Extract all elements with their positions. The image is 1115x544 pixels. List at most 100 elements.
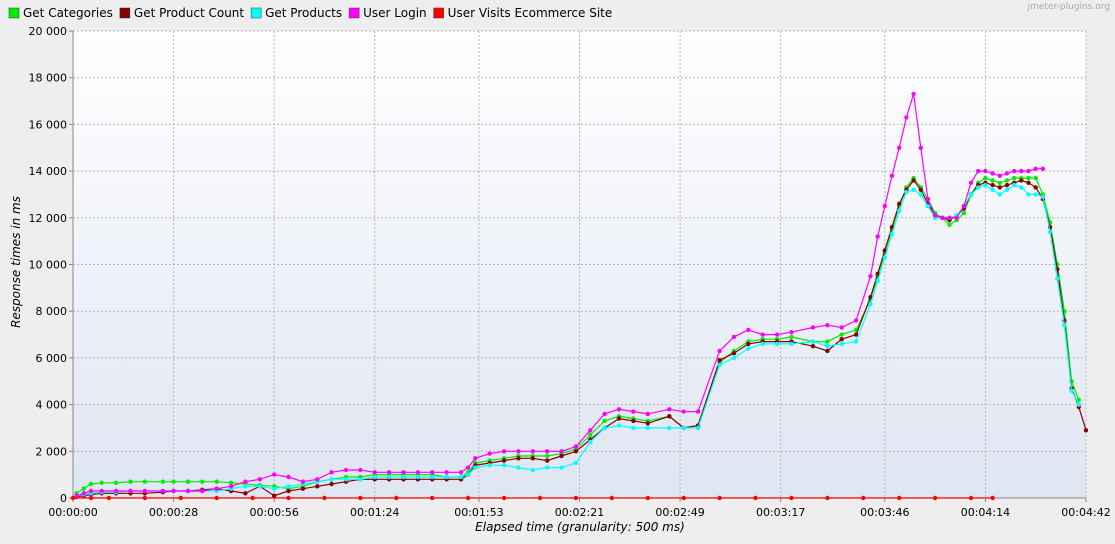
data-point — [961, 210, 967, 216]
data-point — [983, 168, 988, 174]
data-point — [631, 409, 636, 414]
y-tick-label: 10 000 — [29, 259, 68, 272]
data-point — [983, 182, 988, 188]
data-point — [810, 339, 816, 344]
data-point — [810, 325, 816, 330]
data-point — [1033, 166, 1038, 171]
legend: Get Categories Get Product Count Get Produ… — [8, 6, 613, 20]
data-point — [997, 192, 1002, 197]
data-point — [1040, 194, 1046, 199]
x-tick-label: 00:03:17 — [756, 506, 805, 519]
data-point — [358, 467, 363, 473]
data-point — [997, 173, 1002, 178]
data-point — [1019, 178, 1024, 183]
data-point — [530, 456, 535, 461]
data-point — [825, 495, 830, 501]
data-point — [918, 145, 923, 150]
y-tick-label: 18 000 — [29, 72, 68, 85]
data-point — [1026, 180, 1031, 185]
data-point — [990, 495, 995, 501]
data-point — [573, 449, 579, 454]
legend-item-user-login: User Login — [348, 6, 427, 20]
legend-label: User Visits Ecommerce Site — [448, 6, 613, 20]
data-point — [458, 470, 464, 475]
data-point — [889, 224, 895, 230]
data-point — [789, 341, 794, 347]
data-point — [200, 488, 205, 494]
data-point — [516, 449, 521, 454]
data-point — [853, 332, 859, 337]
data-point — [430, 495, 435, 501]
legend-label: Get Categories — [23, 6, 113, 20]
data-point — [74, 493, 79, 498]
legend-item-get-product-count: Get Product Count — [119, 6, 244, 20]
x-tick-label: 00:00:28 — [149, 506, 198, 519]
data-point — [171, 479, 176, 484]
data-point — [1033, 185, 1038, 190]
data-point — [487, 451, 492, 456]
data-point — [214, 486, 219, 491]
x-tick-label: 00:04:42 — [1061, 506, 1110, 519]
data-point — [717, 348, 722, 354]
data-point — [343, 467, 349, 473]
data-point — [501, 495, 507, 501]
data-point — [329, 477, 334, 482]
data-point — [681, 409, 686, 414]
data-point — [88, 495, 94, 501]
data-point — [358, 477, 363, 482]
data-point — [88, 481, 94, 487]
data-point — [358, 495, 363, 501]
y-tick-labels: 0 2 000 4 000 6 000 8 000 10 000 12 000 14 000 1… — [29, 25, 73, 505]
data-point — [976, 185, 981, 190]
data-point — [911, 187, 916, 192]
data-point — [272, 472, 277, 477]
data-point — [430, 474, 435, 480]
data-point — [185, 488, 191, 494]
data-point — [868, 302, 873, 307]
data-point — [609, 495, 614, 501]
data-point — [465, 465, 471, 470]
data-point — [415, 470, 421, 475]
data-point — [1026, 192, 1031, 197]
y-tick-label: 2 000 — [36, 445, 68, 458]
data-point — [889, 231, 895, 237]
data-point — [1012, 168, 1017, 174]
data-point — [286, 488, 291, 494]
data-point — [160, 488, 165, 494]
data-point — [667, 414, 672, 419]
data-point — [911, 91, 916, 97]
x-tick-label: 00:01:53 — [454, 506, 503, 519]
data-point — [681, 495, 686, 501]
data-point — [300, 486, 306, 491]
data-point — [1019, 168, 1024, 174]
data-point — [968, 192, 974, 197]
y-tick-label: 14 000 — [29, 165, 68, 178]
data-point — [501, 458, 507, 463]
data-point — [853, 318, 859, 323]
data-point — [897, 208, 902, 213]
data-point — [717, 495, 722, 501]
data-point — [616, 407, 622, 412]
data-point — [897, 201, 902, 206]
data-point — [473, 465, 478, 470]
data-point — [947, 215, 952, 220]
data-point — [545, 453, 550, 459]
data-point — [250, 495, 255, 501]
y-tick-label: 8 000 — [36, 305, 68, 318]
data-point — [178, 495, 183, 501]
data-point — [667, 425, 672, 431]
data-point — [932, 495, 938, 501]
data-point — [839, 325, 844, 330]
data-point — [88, 488, 94, 494]
data-point — [228, 480, 234, 485]
data-point — [128, 479, 133, 484]
legend-item-get-products: Get Products — [250, 6, 342, 20]
data-point — [947, 222, 952, 227]
data-point — [645, 495, 650, 501]
series-layer — [70, 91, 1089, 501]
data-point — [573, 444, 579, 449]
data-point — [602, 411, 607, 417]
series-user-visits-ecommerce-site — [70, 495, 995, 501]
data-point — [559, 453, 564, 459]
data-point — [990, 187, 995, 192]
